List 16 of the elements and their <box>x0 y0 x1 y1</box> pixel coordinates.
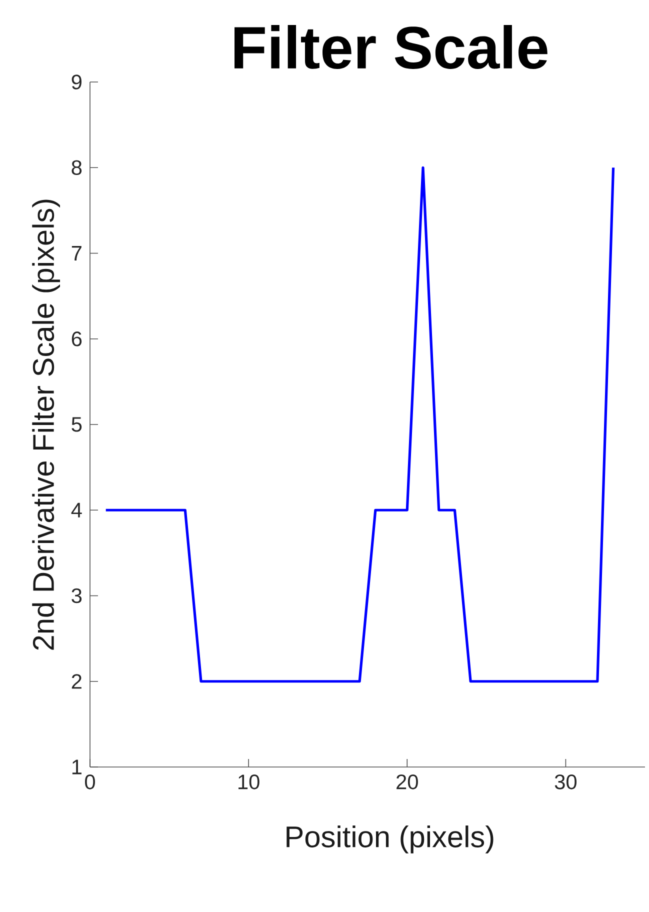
y-tick-label: 9 <box>72 74 82 90</box>
y-axis-title: 2nd Derivative Filter Scale (pixels) <box>32 200 60 650</box>
y-tick-label: 7 <box>72 246 82 260</box>
y-tick-label: 2 <box>72 674 82 689</box>
chart-title: Filter Scale <box>234 25 548 69</box>
x-tick-label: 10 <box>238 774 260 790</box>
x-tick-label: 20 <box>396 774 418 790</box>
y-tick-label: 3 <box>72 588 82 604</box>
x-tick-label: 0 <box>84 774 95 790</box>
y-tick-label: 5 <box>72 417 82 432</box>
y-tick-label: 8 <box>72 160 82 176</box>
y-tick-label: 6 <box>72 331 82 346</box>
x-axis-title: Position (pixels) <box>286 826 494 854</box>
y-tick-label: 1 <box>72 760 82 774</box>
x-tick-label: 30 <box>554 774 577 790</box>
y-tick-label: 4 <box>71 502 82 518</box>
